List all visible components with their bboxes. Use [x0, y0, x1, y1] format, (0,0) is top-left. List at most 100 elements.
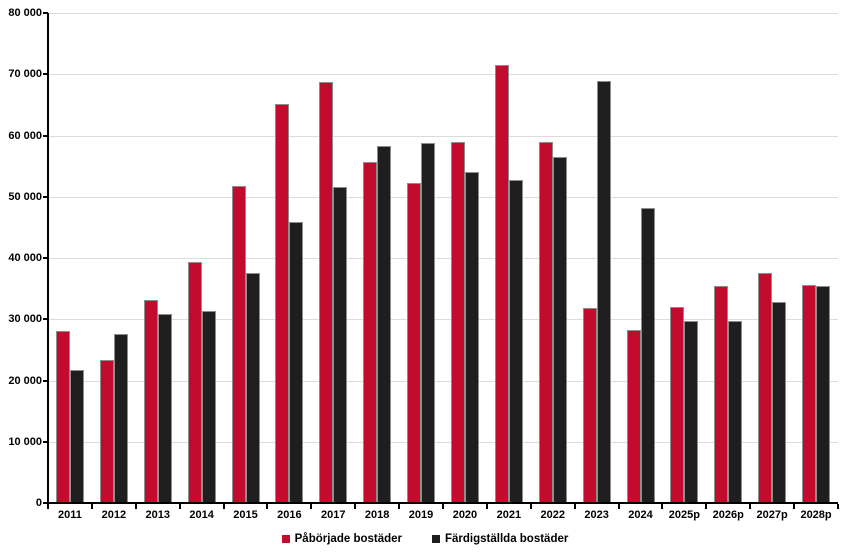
legend-label-started: Påbörjade bostäder: [294, 533, 403, 545]
y-tick-50000: [43, 195, 48, 198]
bar-paborjade-2018: [363, 162, 378, 503]
y-tick-60000: [43, 134, 48, 137]
bar-paborjade-2013: [143, 299, 158, 503]
legend-item-completed: Färdigställda bostäder: [432, 533, 568, 545]
bar-fardigstallda-2025p: [684, 321, 699, 503]
x-tick-16: [749, 504, 752, 509]
bar-paborjade-2017: [319, 82, 334, 503]
x-tick-7: [354, 504, 357, 509]
x-tick-17: [793, 504, 796, 509]
bar-paborjade-2022: [538, 142, 553, 503]
y-axis-label-60000: 60 000: [8, 129, 42, 142]
y-axis-label-50000: 50 000: [8, 190, 42, 203]
gridline-70000: [48, 74, 838, 76]
bar-fardigstallda-2024: [640, 208, 655, 503]
x-tick-1: [90, 504, 93, 509]
x-tick-10: [485, 504, 488, 509]
x-tick-0: [47, 504, 49, 509]
bar-paborjade-2023: [582, 307, 597, 503]
x-axis-label-2013: 2013: [145, 509, 170, 521]
bar-fardigstallda-2026p: [728, 321, 743, 503]
y-axis-label-30000: 30 000: [8, 313, 42, 326]
bar-paborjade-2014: [187, 261, 202, 503]
x-tick-14: [661, 504, 664, 509]
x-axis-label-2023: 2023: [584, 509, 609, 521]
y-tick-70000: [43, 73, 48, 76]
x-axis-label-2022: 2022: [540, 509, 565, 521]
gridline-30000: [48, 319, 838, 321]
x-tick-12: [573, 504, 576, 509]
y-tick-30000: [43, 318, 48, 321]
x-axis-line: [47, 502, 838, 504]
y-tick-80000: [43, 12, 48, 14]
x-axis-label-2019: 2019: [408, 509, 434, 521]
bar-fardigstallda-2012: [113, 333, 128, 503]
y-axis-label-20000: 20 000: [8, 374, 42, 387]
bar-fardigstallda-2023: [596, 81, 611, 503]
bar-fardigstallda-2015: [245, 273, 260, 503]
bar-paborjade-2024: [626, 330, 641, 503]
y-axis-line: [47, 13, 49, 504]
x-tick-18: [837, 504, 839, 509]
bar-fardigstallda-2022: [552, 156, 567, 503]
gridline-40000: [48, 258, 838, 259]
bar-paborjade-2026p: [714, 285, 729, 503]
y-axis-label-70000: 70 000: [8, 68, 42, 81]
bar-paborjade-2015: [231, 186, 246, 503]
x-tick-4: [222, 504, 225, 509]
x-axis-label-2021: 2021: [496, 509, 522, 521]
plot-area: [48, 13, 838, 503]
bar-fardigstallda-2014: [201, 310, 216, 503]
x-tick-11: [529, 504, 532, 509]
x-axis-label-2028p: 2028p: [800, 509, 832, 521]
gridline-10000: [48, 441, 838, 443]
x-tick-5: [266, 504, 269, 509]
bar-fardigstallda-2013: [157, 313, 172, 503]
x-tick-8: [398, 504, 401, 509]
y-axis-label-40000: 40 000: [8, 252, 42, 264]
legend-label-completed: Färdigställda bostäder: [445, 533, 569, 545]
legend: Påbörjade bostäder Färdigställda bostäde…: [0, 533, 850, 545]
gridline-20000: [48, 380, 838, 382]
bar-fardigstallda-2016: [289, 221, 304, 503]
bar-fardigstallda-2028p: [816, 286, 831, 503]
y-tick-10000: [43, 440, 48, 443]
bar-paborjade-2011: [55, 330, 70, 503]
bar-paborjade-2019: [407, 182, 422, 503]
x-axis-label-2014: 2014: [189, 509, 214, 521]
bar-paborjade-2020: [450, 141, 465, 503]
x-tick-15: [705, 504, 708, 509]
x-axis-label-2024: 2024: [628, 509, 653, 521]
y-tick-20000: [43, 379, 48, 382]
x-tick-3: [178, 504, 181, 509]
x-tick-6: [310, 504, 313, 509]
x-axis-label-2020: 2020: [452, 509, 478, 521]
bar-fardigstallda-2020: [464, 172, 479, 503]
bar-paborjade-2016: [275, 104, 290, 503]
y-axis-label-10000: 10 000: [8, 435, 42, 448]
completed-swatch-icon: [432, 535, 441, 543]
y-tick-0: [43, 502, 48, 504]
gridline-50000: [48, 196, 838, 198]
legend-item-started: Påbörjade bostäder: [281, 533, 403, 545]
x-tick-13: [617, 504, 620, 509]
x-axis-label-2017: 2017: [321, 509, 346, 521]
bar-fardigstallda-2027p: [772, 302, 787, 503]
started-swatch-icon: [281, 535, 290, 543]
bar-fardigstallda-2011: [69, 370, 84, 503]
x-axis-label-2027p: 2027p: [756, 509, 788, 521]
gridline-80000: [48, 13, 838, 14]
bar-fardigstallda-2021: [508, 179, 523, 503]
bar-paborjade-2025p: [670, 307, 685, 503]
bar-paborjade-2012: [99, 360, 114, 503]
bar-paborjade-2021: [494, 65, 509, 503]
bar-paborjade-2028p: [802, 284, 817, 503]
x-axis-label-2026p: 2026p: [712, 509, 744, 521]
x-tick-9: [442, 504, 444, 509]
x-tick-2: [134, 504, 137, 509]
x-axis-label-2011: 2011: [58, 509, 82, 521]
x-axis-label-2018: 2018: [364, 509, 390, 521]
gridline-60000: [48, 135, 838, 137]
bar-fardigstallda-2018: [377, 145, 392, 503]
